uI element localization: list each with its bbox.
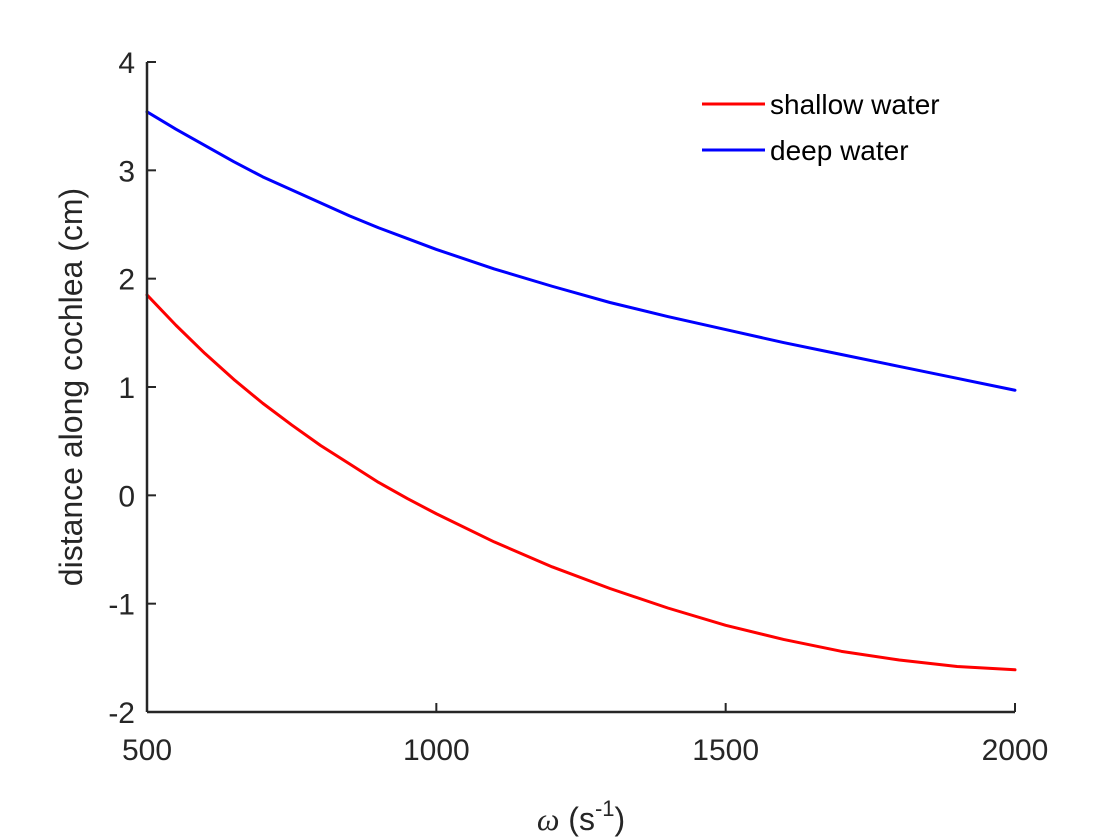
series-line-deep-water [145, 110, 1017, 392]
y-axis-label: distance along cochlea (cm) [53, 188, 89, 586]
y-tick-label-4: 4 [118, 47, 135, 80]
series-line-shallow-water [145, 293, 1017, 672]
legend: shallow water deep water [702, 89, 940, 166]
x-tick-label-2000: 2000 [982, 734, 1049, 767]
x-axis-label-symbol: ω [537, 801, 560, 837]
x-axis-label-suffix: ) [615, 801, 626, 837]
ticks [146, 61, 1016, 713]
x-axis-label-prefix: (s [559, 801, 595, 837]
x-axis-label-superscript: -1 [595, 796, 615, 821]
legend-label-shallow-water: shallow water [770, 89, 940, 120]
plot-lines [145, 110, 1017, 672]
y-tick-label-0: 0 [118, 480, 135, 513]
x-tick-label-1000: 1000 [403, 734, 470, 767]
y-tick-label-1: 1 [118, 372, 135, 405]
y-tick-label--1: -1 [108, 589, 135, 622]
y-tick-label-3: 3 [118, 155, 135, 188]
x-tick-label-1500: 1500 [692, 734, 759, 767]
x-tick-label-500: 500 [122, 734, 172, 767]
legend-label-deep-water: deep water [770, 135, 909, 166]
y-tick-label--2: -2 [108, 697, 135, 730]
y-tick-label-2: 2 [118, 264, 135, 297]
tick-labels: -2 -1 0 1 2 3 4 500 1000 1500 2000 [108, 47, 1048, 767]
x-axis-label: ω (s-1) [537, 796, 625, 837]
